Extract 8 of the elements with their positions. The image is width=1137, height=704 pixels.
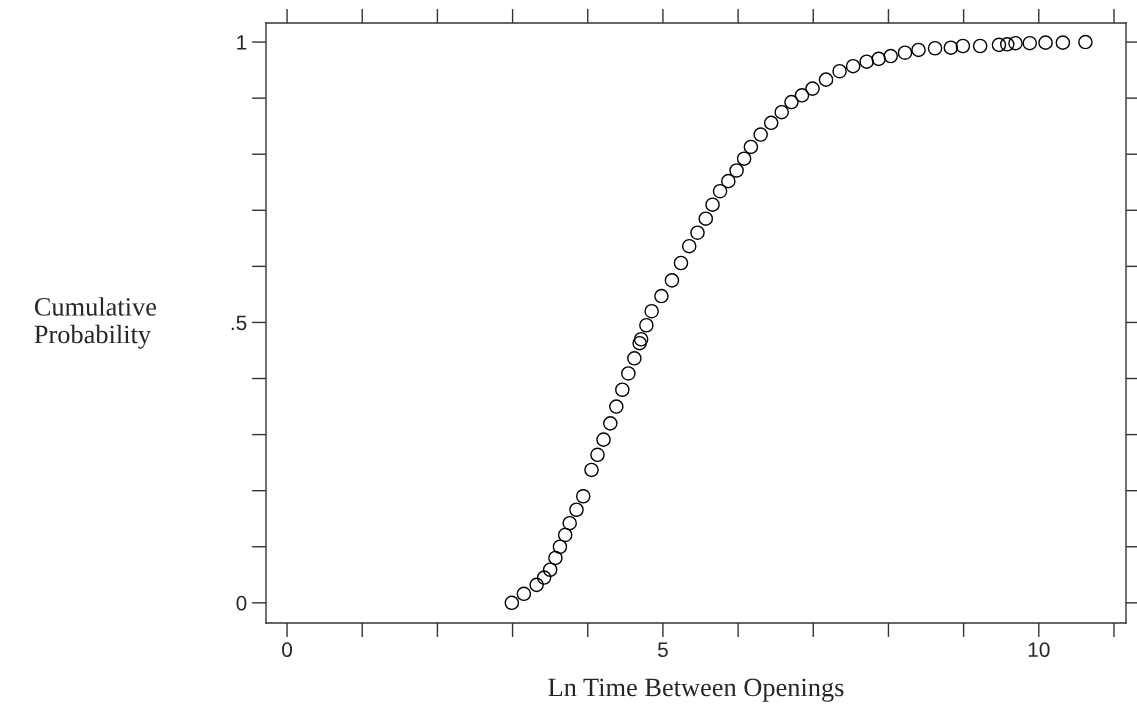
y-tick-label: 0 [236,595,247,611]
x-tick-label: 10 [1028,642,1050,658]
y-tick-label: 1 [237,35,247,50]
x-tick-label: 0 [282,642,293,658]
y-axis-title: Cumulative Probability [34,297,157,349]
y-tick-label: .5 [231,315,247,331]
x-tick-label: 5 [657,642,668,658]
x-axis-title: Ln Time Between Openings [548,678,844,702]
